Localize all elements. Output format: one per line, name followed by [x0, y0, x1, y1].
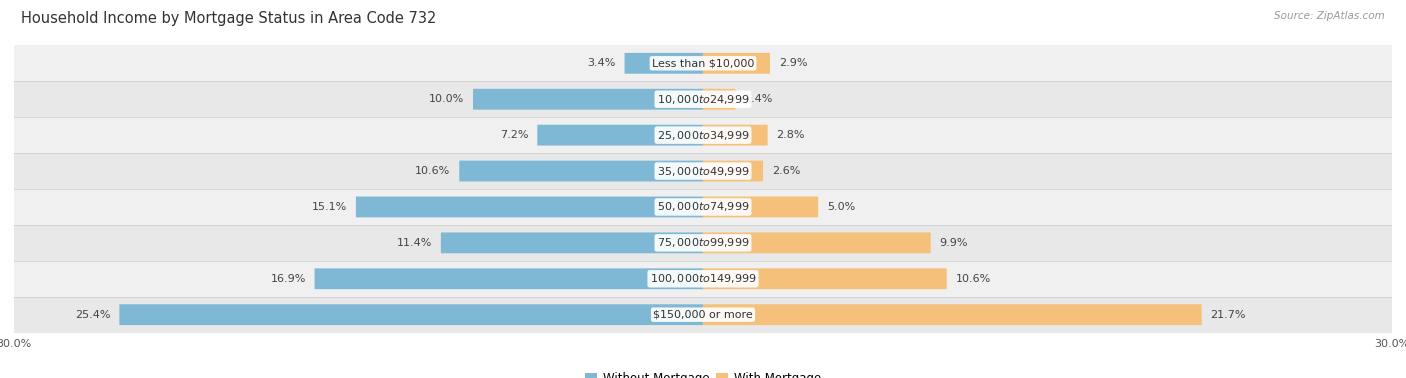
FancyBboxPatch shape — [703, 125, 768, 146]
Text: Household Income by Mortgage Status in Area Code 732: Household Income by Mortgage Status in A… — [21, 11, 436, 26]
FancyBboxPatch shape — [703, 268, 946, 289]
Bar — [14, 117, 1392, 153]
Bar — [14, 153, 1392, 189]
Text: 1.4%: 1.4% — [744, 94, 773, 104]
Text: 2.9%: 2.9% — [779, 58, 807, 68]
FancyBboxPatch shape — [460, 161, 703, 181]
Text: 9.9%: 9.9% — [939, 238, 969, 248]
Text: 5.0%: 5.0% — [827, 202, 855, 212]
FancyBboxPatch shape — [356, 197, 703, 217]
FancyBboxPatch shape — [472, 89, 703, 110]
Text: 25.4%: 25.4% — [75, 310, 111, 320]
FancyBboxPatch shape — [624, 53, 703, 74]
Text: Source: ZipAtlas.com: Source: ZipAtlas.com — [1274, 11, 1385, 21]
Bar — [14, 81, 1392, 117]
FancyBboxPatch shape — [441, 232, 703, 253]
FancyBboxPatch shape — [703, 89, 735, 110]
Bar — [14, 45, 1392, 81]
Text: 2.6%: 2.6% — [772, 166, 800, 176]
FancyBboxPatch shape — [703, 161, 763, 181]
Text: 15.1%: 15.1% — [312, 202, 347, 212]
FancyBboxPatch shape — [703, 53, 770, 74]
FancyBboxPatch shape — [120, 304, 703, 325]
Legend: Without Mortgage, With Mortgage: Without Mortgage, With Mortgage — [581, 367, 825, 378]
Text: $150,000 or more: $150,000 or more — [654, 310, 752, 320]
Text: 2.8%: 2.8% — [776, 130, 806, 140]
Text: 10.6%: 10.6% — [415, 166, 450, 176]
Text: 3.4%: 3.4% — [588, 58, 616, 68]
Text: $50,000 to $74,999: $50,000 to $74,999 — [657, 200, 749, 214]
Text: $10,000 to $24,999: $10,000 to $24,999 — [657, 93, 749, 106]
FancyBboxPatch shape — [703, 232, 931, 253]
Text: $35,000 to $49,999: $35,000 to $49,999 — [657, 164, 749, 178]
FancyBboxPatch shape — [703, 304, 1202, 325]
Text: 10.6%: 10.6% — [956, 274, 991, 284]
Text: $100,000 to $149,999: $100,000 to $149,999 — [650, 272, 756, 285]
FancyBboxPatch shape — [703, 197, 818, 217]
Text: 10.0%: 10.0% — [429, 94, 464, 104]
Text: $25,000 to $34,999: $25,000 to $34,999 — [657, 129, 749, 142]
Text: $75,000 to $99,999: $75,000 to $99,999 — [657, 236, 749, 249]
Text: 21.7%: 21.7% — [1211, 310, 1246, 320]
Text: 30.0%: 30.0% — [0, 339, 32, 349]
FancyBboxPatch shape — [315, 268, 703, 289]
Text: 7.2%: 7.2% — [501, 130, 529, 140]
Text: Less than $10,000: Less than $10,000 — [652, 58, 754, 68]
Text: 16.9%: 16.9% — [270, 274, 305, 284]
Bar — [14, 297, 1392, 333]
Text: 30.0%: 30.0% — [1374, 339, 1406, 349]
Bar — [14, 189, 1392, 225]
FancyBboxPatch shape — [537, 125, 703, 146]
Bar — [14, 261, 1392, 297]
Text: 11.4%: 11.4% — [396, 238, 432, 248]
Bar — [14, 225, 1392, 261]
